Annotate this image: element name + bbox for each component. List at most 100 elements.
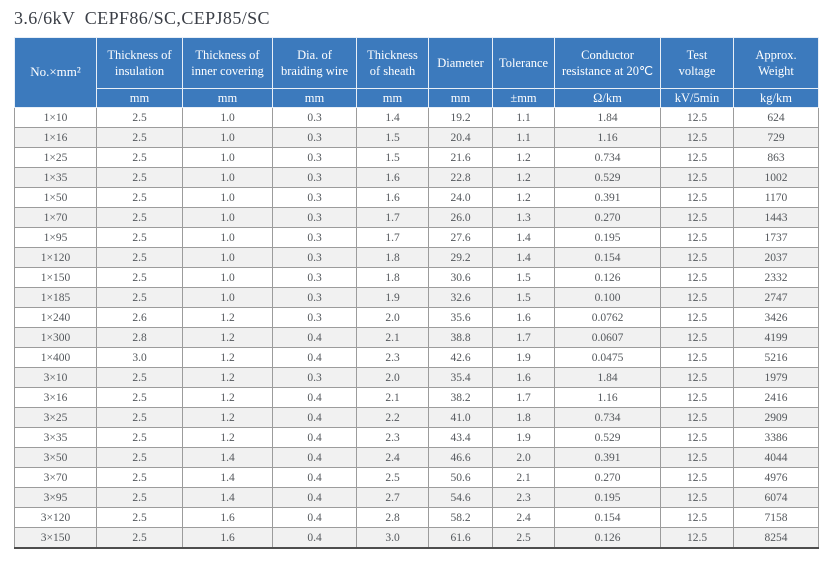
header-row: No.×mm² Thickness of insulation Thickness … <box>14 36 819 109</box>
table-cell: 30.6 <box>428 267 493 289</box>
table-cell: 29.2 <box>428 247 493 269</box>
table-cell: 0.3 <box>272 107 357 129</box>
table-cell: 0.734 <box>554 147 661 169</box>
table-row: 3×120 2.5 1.6 0.4 2.8 58.2 2.4 0.154 12.5 7158 <box>14 507 819 529</box>
table-cell: 1.4 <box>492 247 555 269</box>
column-header: No.×mm² <box>14 36 97 109</box>
table-cell: 2.5 <box>96 407 183 429</box>
table-cell: 12.5 <box>660 287 734 309</box>
table-cell: 1.7 <box>492 327 555 349</box>
table-cell: 1.0 <box>182 207 273 229</box>
table-row: 3×25 2.5 1.2 0.4 2.2 41.0 1.8 0.734 12.5 2909 <box>14 407 819 429</box>
table-cell: 12.5 <box>660 127 734 149</box>
table-cell: 1.0 <box>182 227 273 249</box>
table-cell: 1979 <box>733 367 819 389</box>
table-cell: 2.5 <box>96 227 183 249</box>
unit-header: mm <box>356 87 429 109</box>
table-cell: 12.5 <box>660 167 734 189</box>
table-row: 1×95 2.5 1.0 0.3 1.7 27.6 1.4 0.195 12.5 1737 <box>14 227 819 249</box>
table-cell: 1.0 <box>182 267 273 289</box>
table-cell: 1.7 <box>492 387 555 409</box>
table-cell: 1.0 <box>182 187 273 209</box>
table-cell: 5216 <box>733 347 819 369</box>
table-cell: 12.5 <box>660 427 734 449</box>
table-cell: 2416 <box>733 387 819 409</box>
table-cell: 8254 <box>733 527 819 549</box>
row-label: 1×16 <box>14 127 97 149</box>
table-cell: 1.16 <box>554 387 661 409</box>
table-cell: 35.4 <box>428 367 493 389</box>
table-cell: 3426 <box>733 307 819 329</box>
table-cell: 35.6 <box>428 307 493 329</box>
table-cell: 2332 <box>733 267 819 289</box>
table-cell: 1.1 <box>492 107 555 129</box>
table-cell: 1.4 <box>182 467 273 489</box>
table-cell: 1.5 <box>356 127 429 149</box>
table-cell: 0.3 <box>272 207 357 229</box>
table-cell: 0.3 <box>272 227 357 249</box>
table-cell: 2.5 <box>96 187 183 209</box>
table-cell: 1.9 <box>492 347 555 369</box>
table-cell: 1737 <box>733 227 819 249</box>
table-cell: 41.0 <box>428 407 493 429</box>
table-cell: 12.5 <box>660 487 734 509</box>
table-cell: 21.6 <box>428 147 493 169</box>
table-cell: 2.5 <box>96 367 183 389</box>
table-cell: 1.2 <box>182 427 273 449</box>
table-cell: 12.5 <box>660 107 734 129</box>
table-cell: 1.4 <box>182 447 273 469</box>
table-cell: 12.5 <box>660 467 734 489</box>
table-row: 1×120 2.5 1.0 0.3 1.8 29.2 1.4 0.154 12.5 2037 <box>14 247 819 269</box>
table-row: 3×150 2.5 1.6 0.4 3.0 61.6 2.5 0.126 12.5 8254 <box>14 527 819 549</box>
table-cell: 2.2 <box>356 407 429 429</box>
table-row: 1×25 2.5 1.0 0.3 1.5 21.6 1.2 0.734 12.5 863 <box>14 147 819 169</box>
table-cell: 1.7 <box>356 227 429 249</box>
unit-header: mm <box>428 87 493 109</box>
column-header: Thickness of inner covering <box>182 37 273 89</box>
table-row: 1×35 2.5 1.0 0.3 1.6 22.8 1.2 0.529 12.5 1002 <box>14 167 819 189</box>
table-cell: 1.84 <box>554 107 661 129</box>
table-row: 3×10 2.5 1.2 0.3 2.0 35.4 1.6 1.84 12.5 1979 <box>14 367 819 389</box>
table-cell: 2.5 <box>492 527 555 549</box>
row-label: 3×35 <box>14 427 97 449</box>
table-cell: 0.0762 <box>554 307 661 329</box>
units-row: mm mm mm mm mm ±mm Ω/km kV/5min kg/km <box>15 87 819 109</box>
table-cell: 1.1 <box>492 127 555 149</box>
table-cell: 2.0 <box>356 367 429 389</box>
table-cell: 0.3 <box>272 287 357 309</box>
row-label: 3×50 <box>14 447 97 469</box>
table-cell: 4199 <box>733 327 819 349</box>
table-cell: 61.6 <box>428 527 493 549</box>
table-cell: 2.5 <box>96 447 183 469</box>
table-cell: 1.6 <box>492 367 555 389</box>
table-cell: 12.5 <box>660 247 734 269</box>
table-cell: 2.5 <box>96 527 183 549</box>
table-cell: 1.2 <box>182 407 273 429</box>
column-header: Tolerance <box>492 37 555 89</box>
table-cell: 38.2 <box>428 387 493 409</box>
row-label: 3×95 <box>14 487 97 509</box>
table-cell: 0.4 <box>272 407 357 429</box>
table-cell: 1.8 <box>492 407 555 429</box>
table-row: 1×10 2.5 1.0 0.3 1.4 19.2 1.1 1.84 12.5 624 <box>14 107 819 129</box>
table-cell: 0.4 <box>272 467 357 489</box>
table-cell: 1.2 <box>182 387 273 409</box>
table-cell: 0.0475 <box>554 347 661 369</box>
column-header: Test voltage <box>660 37 734 89</box>
table-cell: 26.0 <box>428 207 493 229</box>
table-cell: 0.4 <box>272 347 357 369</box>
table-cell: 0.270 <box>554 467 661 489</box>
page: 3.6/6kV CEPF86/SC,CEPJ85/SC No.×mm² Thick… <box>14 8 819 550</box>
table-cell: 1.2 <box>182 307 273 329</box>
table-cell: 0.0607 <box>554 327 661 349</box>
unit-header: kg/km <box>733 87 819 109</box>
table-row: 1×240 2.6 1.2 0.3 2.0 35.6 1.6 0.0762 12.5 3426 <box>14 307 819 329</box>
table-cell: 19.2 <box>428 107 493 129</box>
table-cell: 1.8 <box>356 247 429 269</box>
table-cell: 1.9 <box>356 287 429 309</box>
table-cell: 24.0 <box>428 187 493 209</box>
table-cell: 12.5 <box>660 307 734 329</box>
table-cell: 1.6 <box>182 527 273 549</box>
table-cell: 1.9 <box>492 427 555 449</box>
table-cell: 3386 <box>733 427 819 449</box>
